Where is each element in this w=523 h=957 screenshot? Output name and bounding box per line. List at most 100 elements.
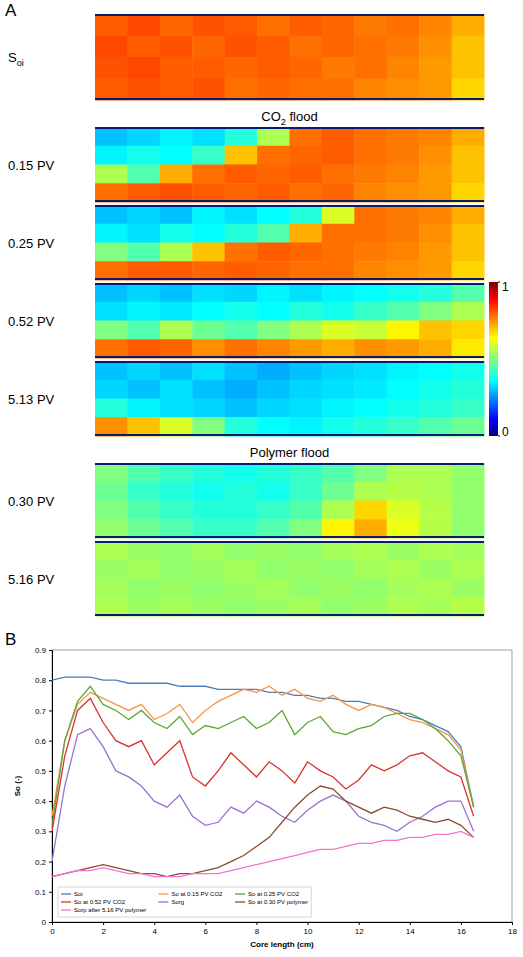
y-tick-label: 0.6: [35, 737, 47, 746]
map-cell: [95, 283, 128, 302]
map-cell: [160, 541, 193, 560]
map-cell: [160, 519, 193, 538]
map-cell: [192, 417, 225, 436]
map-cell: [160, 243, 193, 262]
map-label-part: 0.30 PV: [8, 494, 55, 509]
map-label-part: 0.15 PV: [8, 158, 55, 173]
map-cell: [127, 501, 160, 520]
map-cell: [452, 339, 485, 358]
map-cell: [192, 243, 225, 262]
y-tick-label: 0.5: [35, 767, 47, 776]
map-cell: [160, 339, 193, 358]
x-tick-label: 18: [508, 927, 517, 936]
legend-item: Sorg: [158, 899, 184, 905]
map-cell: [192, 183, 225, 202]
figure: ASoiCO2 flood0.15 PV0.25 PV0.52 PV5.13 P…: [0, 0, 523, 957]
legend-item: So at 0.52 PV CO2: [61, 899, 126, 905]
map-cell: [354, 519, 387, 538]
map-cell: [95, 463, 128, 482]
y-tick: 0.6: [35, 737, 52, 746]
map-cell: [192, 57, 225, 79]
y-tick: 0.1: [35, 888, 52, 897]
map-cell: [387, 14, 420, 36]
map-cell: [225, 482, 258, 501]
map-label-part: oi: [17, 58, 24, 68]
map-cell: [354, 205, 387, 224]
map-cell: [95, 243, 128, 262]
map-cell: [290, 14, 323, 36]
map-cell: [160, 183, 193, 202]
map-cell: [257, 183, 290, 202]
map-cell: [387, 519, 420, 538]
map-cell: [290, 482, 323, 501]
map-cell: [419, 501, 452, 520]
core-sleeve: [95, 283, 484, 285]
map-cell: [322, 146, 355, 165]
map-cell: [127, 283, 160, 302]
map-cell: [387, 243, 420, 262]
map-cell: [95, 399, 128, 418]
series-line: [52, 786, 474, 877]
x-tick-label: 14: [406, 927, 415, 936]
x-tick-label: 2: [101, 927, 106, 936]
map-cell: [192, 519, 225, 538]
map-cell: [127, 579, 160, 598]
x-tick-mark: [154, 922, 155, 925]
map-cell: [95, 519, 128, 538]
y-tick: 0.3: [35, 827, 52, 836]
map-cell: [160, 361, 193, 380]
map-cell: [290, 146, 323, 165]
legend-swatch: [158, 901, 168, 902]
map-label: 0.15 PV: [8, 158, 55, 173]
map-cell: [387, 146, 420, 165]
map-cell: [452, 482, 485, 501]
map-cell: [354, 302, 387, 321]
map-cell: [322, 57, 355, 79]
colorbar-tick: [498, 436, 500, 437]
map-cell: [290, 57, 323, 79]
map-cell: [95, 224, 128, 243]
x-tick-label: 10: [304, 927, 313, 936]
map-cell: [387, 417, 420, 436]
y-tick-mark: [49, 862, 52, 863]
map-cell: [452, 519, 485, 538]
map-cell: [192, 560, 225, 579]
map-cell: [452, 261, 485, 280]
map-cell: [387, 79, 420, 101]
y-tick-mark: [49, 831, 52, 832]
map-cell: [225, 321, 258, 340]
map-cell: [160, 560, 193, 579]
group-title: CO2 flood: [261, 109, 317, 127]
map-label: 0.25 PV: [8, 236, 55, 251]
y-tick-mark: [49, 741, 52, 742]
map-cell: [387, 302, 420, 321]
map-cell: [419, 482, 452, 501]
map-cell: [257, 36, 290, 58]
map-cell: [354, 597, 387, 616]
map-cell: [419, 541, 452, 560]
core-sleeve: [95, 98, 484, 100]
map-cell: [290, 261, 323, 280]
map-cell: [354, 127, 387, 146]
map-cell: [95, 127, 128, 146]
map-cell: [225, 560, 258, 579]
x-tick-label: 0: [50, 927, 55, 936]
panel-label: B: [5, 630, 16, 649]
map-cell: [127, 463, 160, 482]
map-cell: [127, 165, 160, 184]
y-tick-label: 0.7: [35, 707, 47, 716]
core-sleeve: [95, 614, 484, 616]
map-cell: [452, 361, 485, 380]
x-axis-line: [53, 923, 513, 926]
series-line: [52, 698, 474, 831]
y-tick-mark: [49, 892, 52, 893]
map-cell: [192, 127, 225, 146]
y-tick-label: 0.4: [35, 797, 47, 806]
saturation-map: [95, 127, 485, 203]
map-cell: [387, 380, 420, 399]
map-cell: [257, 321, 290, 340]
map-cell: [452, 205, 485, 224]
map-cell: [387, 501, 420, 520]
map-cell: [322, 380, 355, 399]
panel-a: ASoiCO2 flood0.15 PV0.25 PV0.52 PV5.13 P…: [5, 1, 509, 617]
